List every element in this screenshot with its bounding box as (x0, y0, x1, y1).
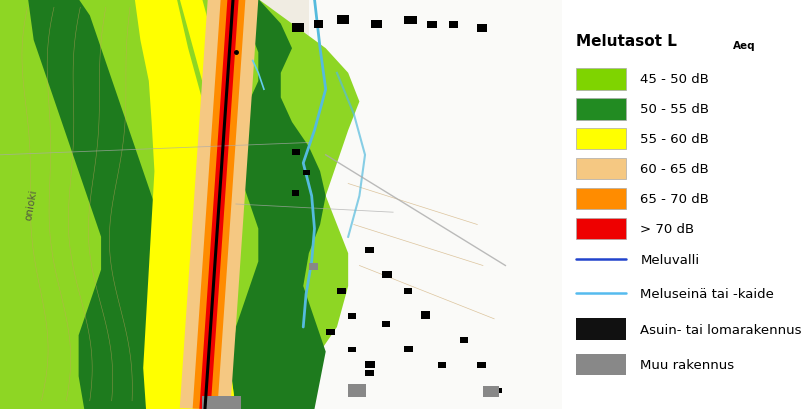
Polygon shape (200, 0, 238, 409)
Polygon shape (0, 0, 360, 409)
Text: Muu rakennus: Muu rakennus (641, 358, 734, 371)
Text: 55 - 60 dB: 55 - 60 dB (641, 133, 709, 146)
Text: Meluseinä tai -kaide: Meluseinä tai -kaide (641, 287, 774, 300)
Polygon shape (326, 329, 335, 335)
Polygon shape (382, 272, 392, 278)
Text: 60 - 65 dB: 60 - 65 dB (641, 163, 709, 176)
Polygon shape (478, 25, 487, 33)
Text: Asuin- tai lomarakennus: Asuin- tai lomarakennus (641, 323, 802, 336)
Polygon shape (478, 362, 486, 368)
Text: Aeq: Aeq (733, 41, 755, 51)
Polygon shape (421, 312, 430, 319)
Polygon shape (371, 21, 382, 29)
Polygon shape (404, 346, 414, 352)
Polygon shape (365, 362, 375, 368)
Polygon shape (404, 289, 412, 294)
Polygon shape (461, 337, 469, 344)
Polygon shape (348, 313, 356, 319)
Polygon shape (382, 321, 389, 327)
Polygon shape (309, 0, 562, 409)
Text: Melutasot L: Melutasot L (576, 34, 677, 48)
Polygon shape (28, 0, 213, 409)
Polygon shape (348, 347, 356, 352)
Text: 65 - 70 dB: 65 - 70 dB (641, 193, 709, 206)
Polygon shape (365, 371, 374, 376)
Bar (576, 218, 625, 240)
Polygon shape (230, 0, 326, 409)
Polygon shape (202, 396, 242, 409)
Polygon shape (348, 384, 366, 397)
Bar (576, 69, 625, 90)
Polygon shape (292, 191, 299, 196)
Polygon shape (292, 150, 300, 155)
Polygon shape (483, 386, 499, 397)
Polygon shape (309, 263, 318, 270)
Bar (576, 354, 625, 375)
Bar (576, 319, 625, 340)
Bar (576, 129, 625, 150)
Polygon shape (337, 288, 346, 294)
Text: 45 - 50 dB: 45 - 50 dB (641, 73, 709, 86)
Polygon shape (292, 24, 305, 33)
Bar (576, 99, 625, 120)
Polygon shape (135, 0, 217, 409)
Text: onioki: onioki (23, 188, 39, 221)
Polygon shape (494, 388, 502, 393)
Polygon shape (438, 362, 446, 368)
Polygon shape (427, 22, 437, 29)
Polygon shape (179, 0, 259, 409)
Polygon shape (0, 20, 179, 409)
Polygon shape (0, 0, 562, 409)
Text: Meluvalli: Meluvalli (641, 253, 700, 266)
Polygon shape (365, 247, 374, 254)
Bar (576, 159, 625, 180)
Polygon shape (337, 16, 349, 25)
Polygon shape (404, 17, 417, 25)
Polygon shape (303, 171, 310, 176)
Bar (576, 189, 625, 210)
Polygon shape (314, 21, 323, 29)
Text: 50 - 55 dB: 50 - 55 dB (641, 103, 709, 116)
Polygon shape (192, 0, 246, 409)
Polygon shape (449, 22, 458, 29)
Polygon shape (179, 0, 242, 409)
Text: > 70 dB: > 70 dB (641, 222, 695, 236)
